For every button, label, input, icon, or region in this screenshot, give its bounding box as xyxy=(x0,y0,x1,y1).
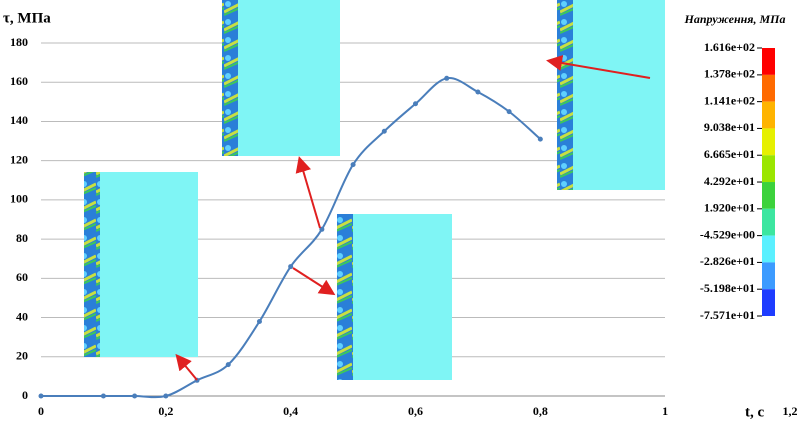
y-tick-label: 0 xyxy=(22,388,28,402)
x-tick-label: 1,2 xyxy=(783,404,798,418)
colorbar-label: 1.141e+02 xyxy=(704,93,755,107)
colorbar-label: 1.378e+02 xyxy=(704,67,755,81)
colorbar-label: 4.292e+01 xyxy=(704,174,755,188)
inset xyxy=(557,0,665,190)
colorbar-label: -5.198e+01 xyxy=(700,281,755,295)
colorbar-label: -2.826e+01 xyxy=(700,254,755,268)
color-segment xyxy=(762,262,775,289)
x-tick-label: 0,2 xyxy=(158,404,173,418)
chart: τ, МПа t, с 0 20 40 60 80 100 120 140 160 180 0 0,2… xyxy=(0,0,806,425)
colorbar-title: Напруження, МПа xyxy=(684,12,786,26)
y-tick-label: 140 xyxy=(10,113,28,127)
data-point xyxy=(475,90,480,95)
data-point xyxy=(226,362,231,367)
colorbar-label: 6.665e+01 xyxy=(704,147,755,161)
data-point xyxy=(351,162,356,167)
y-tick-label: 120 xyxy=(10,152,28,166)
data-point xyxy=(163,394,168,399)
data-point xyxy=(444,76,449,81)
colorbar-label: 1.920e+01 xyxy=(704,201,755,215)
y-tick-label: 20 xyxy=(16,349,28,363)
x-tick-label: 0 xyxy=(38,404,44,418)
arrow xyxy=(293,268,332,293)
colorbar-label: -7.571e+01 xyxy=(700,308,755,322)
color-segment xyxy=(762,236,775,263)
x-tick-label: 0,6 xyxy=(408,404,423,418)
colorbar-label: 9.038e+01 xyxy=(704,120,755,134)
y-tick-label: 100 xyxy=(10,192,28,206)
color-segment xyxy=(762,289,775,316)
arrow xyxy=(300,160,320,228)
color-segment xyxy=(762,128,775,155)
color-segment xyxy=(762,102,775,129)
y-tick-label: 80 xyxy=(16,231,28,245)
inset xyxy=(337,214,452,380)
data-point xyxy=(39,394,44,399)
colorbar-label: -4.529e+00 xyxy=(700,227,755,241)
arrow xyxy=(178,357,197,380)
data-point xyxy=(413,101,418,106)
colorbar: 1.616e+02 1.378e+02 1.141e+02 9.038e+01 6.66… xyxy=(700,40,775,322)
data-point xyxy=(288,264,293,269)
insets xyxy=(84,0,665,380)
x-tick-label: 1 xyxy=(662,404,668,418)
y-tick-label: 180 xyxy=(10,35,28,49)
y-tick-label: 160 xyxy=(10,74,28,88)
x-tick-label: 0,4 xyxy=(283,404,298,418)
data-point xyxy=(382,129,387,134)
color-segment xyxy=(762,209,775,236)
data-point xyxy=(538,137,543,142)
color-segment xyxy=(762,155,775,182)
y-tick-label: 60 xyxy=(16,270,28,284)
data-point xyxy=(507,109,512,114)
x-axis-label: t, с xyxy=(745,404,764,420)
color-segment xyxy=(762,48,775,75)
x-tick-label: 0,8 xyxy=(533,404,548,418)
color-segment xyxy=(762,182,775,209)
color-segment xyxy=(762,75,775,102)
y-axis-label: τ, МПа xyxy=(3,10,51,26)
y-tick-label: 40 xyxy=(16,309,28,323)
data-point xyxy=(132,394,137,399)
inset xyxy=(222,0,340,156)
inset xyxy=(84,172,198,357)
data-point xyxy=(101,394,106,399)
colorbar-label: 1.616e+02 xyxy=(704,40,755,54)
data-point xyxy=(257,319,262,324)
